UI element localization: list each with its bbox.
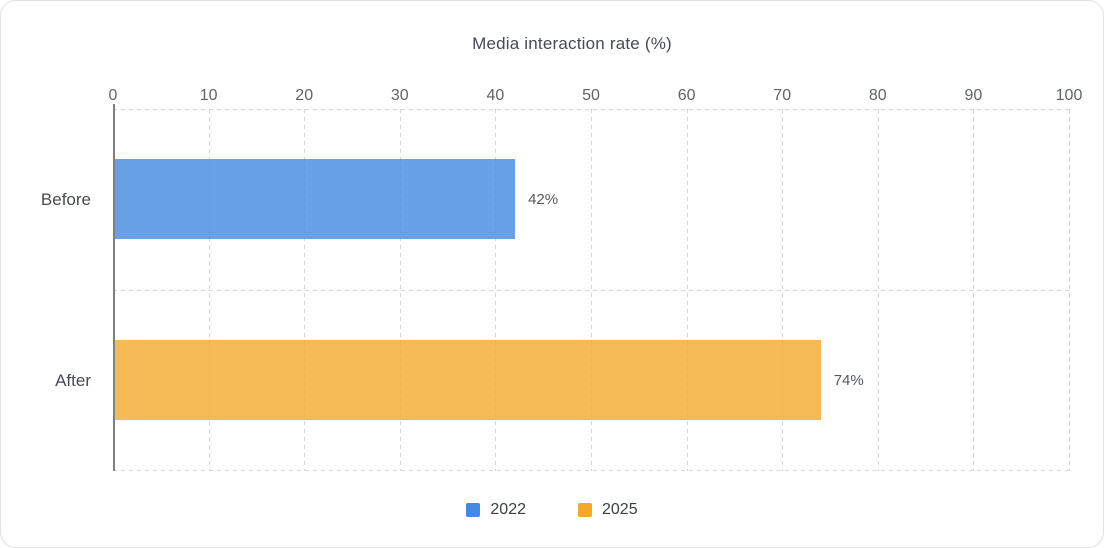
category-label-before: Before xyxy=(40,189,91,209)
x-tick-label: 90 xyxy=(964,87,983,104)
category-label-after: After xyxy=(55,370,91,390)
x-tick-label: 80 xyxy=(868,87,887,104)
y-axis-line xyxy=(113,104,115,471)
x-tick-label: 0 xyxy=(108,87,118,104)
bar-value-label-before: 42% xyxy=(528,191,559,208)
chart-title: Media interaction rate (%) xyxy=(472,34,672,53)
x-tick-label: 20 xyxy=(295,87,314,104)
x-tick-label: 50 xyxy=(582,87,600,104)
bar-before-2022[interactable] xyxy=(114,159,516,239)
x-tick-label: 100 xyxy=(1055,87,1083,104)
legend-item-2022[interactable]: 2022 xyxy=(466,501,526,519)
gridlines xyxy=(113,109,1070,471)
vertical-gridline xyxy=(782,109,784,471)
x-tick-label: 60 xyxy=(677,87,696,104)
vertical-gridline xyxy=(208,109,210,471)
x-tick-label: 10 xyxy=(199,87,218,104)
x-tick-label: 40 xyxy=(486,87,505,104)
legend-swatch-2025 xyxy=(578,503,592,517)
bar-row-after: 74% xyxy=(114,290,1069,471)
bar-row-before: 42% xyxy=(114,109,1069,290)
vertical-gridline xyxy=(877,109,879,471)
legend: 2022 2025 xyxy=(1,495,1103,525)
x-axis: 0 10 20 30 40 50 60 70 80 90 100 xyxy=(109,87,1083,107)
vertical-gridline xyxy=(1069,109,1070,471)
legend-swatch-2022 xyxy=(466,503,481,517)
x-tick-label: 70 xyxy=(773,87,792,104)
vertical-gridline xyxy=(399,109,401,471)
legend-label-2022: 2022 xyxy=(490,501,526,518)
y-axis-labels: Before After xyxy=(1,109,101,471)
vertical-gridline xyxy=(304,109,306,471)
legend-item-2025[interactable]: 2025 xyxy=(578,501,638,519)
plot-area: 42% 74% xyxy=(113,104,1070,471)
bar-value-label-after: 74% xyxy=(833,372,864,389)
vertical-gridline xyxy=(686,109,688,471)
legend-label-2025: 2025 xyxy=(602,501,638,518)
vertical-gridline xyxy=(495,109,497,471)
x-tick-label: 30 xyxy=(390,87,409,104)
vertical-gridline xyxy=(591,109,592,471)
vertical-gridline xyxy=(973,109,975,471)
bar-after-2025[interactable] xyxy=(114,340,821,420)
